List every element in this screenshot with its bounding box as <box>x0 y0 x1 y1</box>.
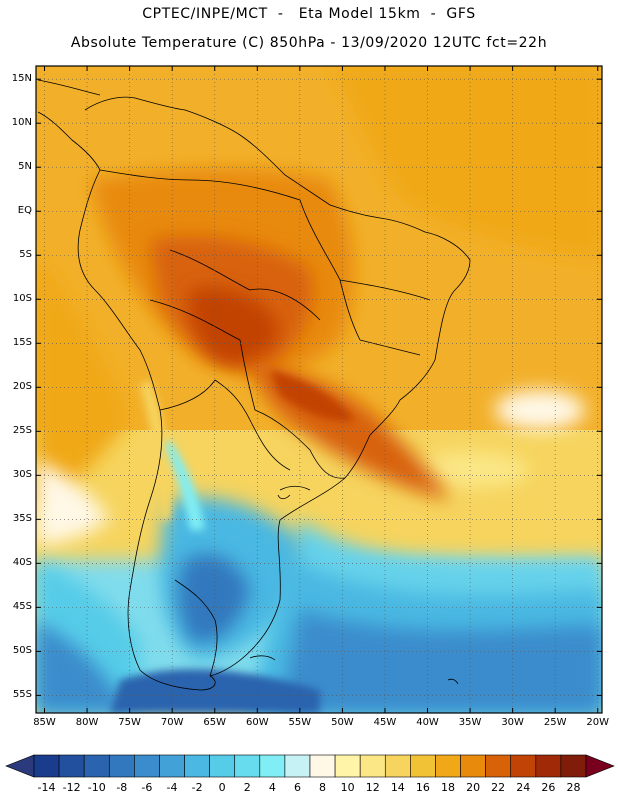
colorbar-swatch <box>159 754 185 778</box>
colorbar-label: 22 <box>491 781 506 794</box>
colorbar <box>5 754 615 778</box>
latitude-label: 55S <box>12 689 32 701</box>
colorbar-swatch <box>33 754 60 778</box>
colorbar-label: 2 <box>243 781 251 794</box>
colorbar-under-arrow <box>5 754 35 778</box>
colorbar-label: 14 <box>390 781 405 794</box>
colorbar-label: 12 <box>365 781 380 794</box>
colorbar-label: 6 <box>293 781 301 794</box>
colorbar-swatch <box>460 754 486 778</box>
colorbar-label: 20 <box>466 781 481 794</box>
longitude-label: 80W <box>75 717 99 728</box>
colorbar-label: 28 <box>566 781 581 794</box>
colorbar-swatch <box>510 754 537 778</box>
longitude-label: 65W <box>203 717 227 728</box>
longitude-label: 75W <box>118 717 141 728</box>
colorbar-label: 8 <box>319 781 327 794</box>
latitude-label: 15S <box>12 337 32 349</box>
colorbar-label: 16 <box>415 781 430 794</box>
coastlines <box>37 79 471 691</box>
axis-ticks <box>36 66 602 713</box>
longitude-label: 70W <box>160 717 184 728</box>
longitude-label: 60W <box>245 717 269 728</box>
colorbar-label: 24 <box>516 781 531 794</box>
latitude-label: 5N <box>18 161 32 173</box>
colorbar-label: -12 <box>62 781 81 794</box>
longitude-label: 30W <box>501 717 524 728</box>
latitude-label: 25S <box>12 425 32 437</box>
longitude-label: 25W <box>543 717 567 728</box>
latitude-label: 40S <box>12 557 32 569</box>
colorbar-swatch <box>284 754 311 778</box>
longitude-label: 85W <box>33 717 56 728</box>
colorbar-swatch <box>134 754 160 778</box>
colorbar-label: 18 <box>441 781 455 794</box>
longitude-label: 55W <box>288 717 312 728</box>
latitude-label: 35S <box>12 513 32 525</box>
colorbar-label: 4 <box>268 781 276 794</box>
latitude-label: EQ <box>17 205 32 217</box>
longitude-label: 45W <box>373 717 397 728</box>
latitude-label: 30S <box>12 469 32 481</box>
colorbar-label: -2 <box>191 781 203 794</box>
colorbar-swatch <box>259 754 286 778</box>
colorbar-swatch <box>535 754 562 778</box>
temperature-field <box>36 66 602 713</box>
colorbar-swatch <box>485 754 512 778</box>
colorbar-label: -4 <box>166 781 178 794</box>
latitude-label: 5S <box>19 249 32 261</box>
title-line-2: Absolute Temperature (C) 850hPa - 13/09/… <box>70 35 548 51</box>
colorbar-label: -6 <box>141 781 153 794</box>
colorbar-label: 10 <box>340 781 355 794</box>
colorbar-swatch <box>410 754 436 778</box>
colorbar-swatch <box>560 754 587 778</box>
colorbar-swatch <box>234 754 261 778</box>
colorbar-over-arrow <box>585 754 615 778</box>
latitude-label: 50S <box>12 645 32 657</box>
colorbar-swatch <box>209 754 236 778</box>
colorbar-label: -14 <box>37 781 56 794</box>
longitude-label: 35W <box>458 717 482 728</box>
longitude-label: 40W <box>416 717 439 728</box>
latitude-label: 20S <box>12 381 32 393</box>
colorbar-swatch <box>359 754 386 778</box>
colorbar-swatch <box>435 754 461 778</box>
latitude-label: 45S <box>12 601 32 613</box>
colorbar-swatch <box>334 754 361 778</box>
latitude-label: 10N <box>11 117 32 129</box>
longitude-label: 50W <box>331 717 354 728</box>
colorbar-swatch <box>83 754 110 778</box>
colorbar-swatch <box>184 754 210 778</box>
title-line-1: CPTEC/INPE/MCT - Eta Model 15km - GFS <box>142 6 476 22</box>
latitude-label: 10S <box>12 293 32 305</box>
colorbar-swatch <box>309 754 336 778</box>
colorbar-label: -8 <box>116 781 128 794</box>
colorbar-swatch <box>108 754 135 778</box>
colorbar-label: 26 <box>541 781 556 794</box>
colorbar-label: -10 <box>87 781 106 794</box>
colorbar-label: 0 <box>218 781 226 794</box>
latitude-label: 15N <box>11 73 32 85</box>
colorbar-swatch <box>384 754 411 778</box>
map-frame <box>35 65 603 714</box>
colorbar-swatch <box>58 754 85 778</box>
longitude-label: 20W <box>586 717 610 728</box>
